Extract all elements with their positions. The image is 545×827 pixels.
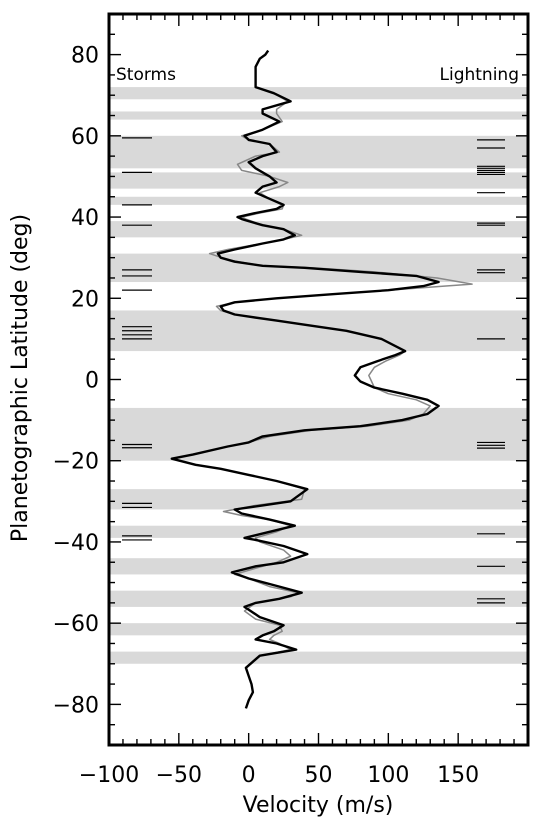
shaded-band (109, 489, 528, 510)
y-tick-labels: 80 60 40 20 0 −20 −40 −60 −80 (53, 44, 99, 719)
x-tick-labels: −100 −50 0 50 100 150 (79, 763, 479, 788)
shaded-bands (109, 87, 528, 664)
shaded-band (109, 623, 528, 636)
y-tick-label: −80 (53, 693, 99, 718)
shaded-band (109, 111, 528, 120)
x-tick-label: 100 (367, 763, 409, 788)
x-axis-title: Velocity (m/s) (243, 793, 394, 818)
y-tick-label: 20 (71, 287, 99, 312)
y-axis-title: Planetographic Latitude (deg) (8, 214, 33, 542)
lightning-label: Lightning (440, 65, 520, 85)
y-tick-label: −60 (53, 612, 99, 637)
event-marks (122, 137, 505, 604)
y-tick-label: 80 (71, 44, 99, 69)
y-tick-label: −20 (53, 450, 99, 475)
x-tick-label: 150 (437, 763, 479, 788)
shaded-band (109, 172, 528, 189)
shaded-band (109, 651, 528, 664)
y-tick-label: 60 (71, 125, 99, 150)
x-tick-label: 0 (242, 763, 256, 788)
x-tick-label: −50 (156, 763, 202, 788)
shaded-band (109, 590, 528, 607)
x-tick-label: −100 (79, 763, 139, 788)
series-lines (170, 49, 473, 709)
y-tick-label: −40 (53, 531, 99, 556)
y-tick-label: 40 (71, 206, 99, 231)
shaded-band (109, 135, 528, 169)
axis-ticks (108, 13, 529, 746)
storms-label: Storms (116, 65, 176, 85)
y-tick-label: 0 (85, 369, 99, 394)
series-line-primary (170, 49, 440, 709)
shaded-band (109, 87, 528, 100)
shaded-band (109, 407, 528, 461)
shaded-band (109, 525, 528, 538)
shaded-band (109, 558, 528, 575)
shaded-band (109, 196, 528, 205)
shaded-band (109, 221, 528, 238)
x-tick-label: 50 (305, 763, 333, 788)
shaded-band (109, 310, 528, 352)
